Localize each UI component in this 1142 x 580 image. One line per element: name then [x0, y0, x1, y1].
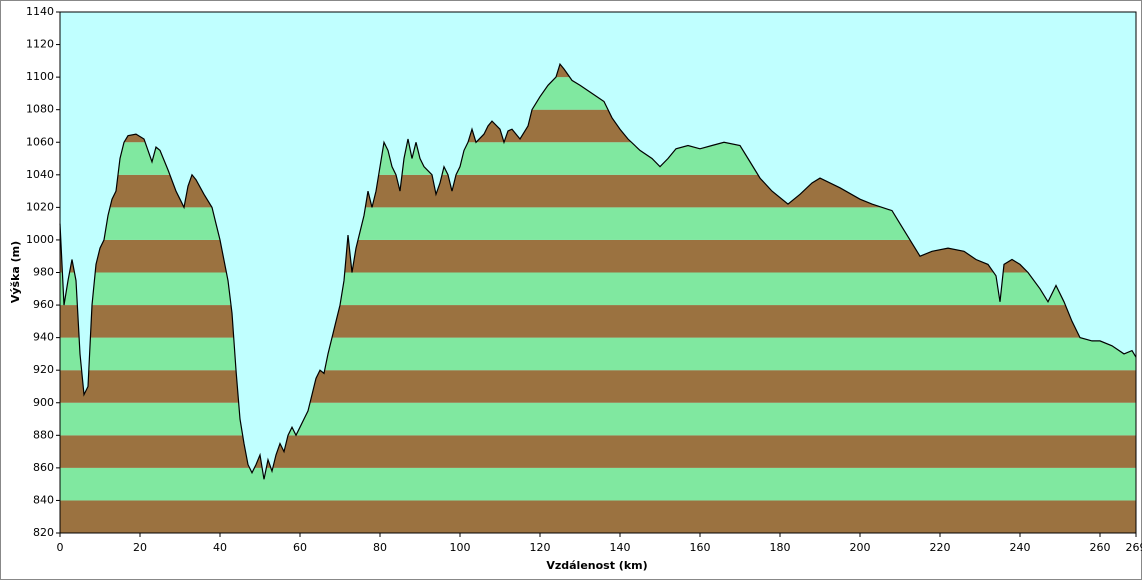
y-tick-label: 920 — [33, 363, 54, 376]
y-tick-label: 980 — [33, 266, 54, 279]
y-tick-label: 1060 — [26, 135, 54, 148]
x-tick-label: 40 — [213, 541, 227, 554]
y-tick-label: 960 — [33, 298, 54, 311]
y-tick-label: 880 — [33, 428, 54, 441]
y-tick-label: 840 — [33, 493, 54, 506]
y-tick-label: 940 — [33, 331, 54, 344]
elevation-band — [60, 305, 1136, 338]
x-tick-label: 0 — [57, 541, 64, 554]
x-tick-label: 100 — [450, 541, 471, 554]
y-tick-label: 820 — [33, 526, 54, 539]
x-axis-label: Vzdálenost (km) — [546, 559, 647, 572]
elevation-band — [60, 272, 1136, 306]
x-tick-label: 269 — [1126, 541, 1142, 554]
y-tick-label: 900 — [33, 396, 54, 409]
x-tick-label: 80 — [373, 541, 387, 554]
elevation-band — [60, 370, 1136, 403]
y-tick-label: 1020 — [26, 200, 54, 213]
y-tick-label: 1000 — [26, 233, 54, 246]
x-tick-label: 140 — [610, 541, 631, 554]
x-tick-label: 220 — [930, 541, 951, 554]
y-tick-label: 1100 — [26, 70, 54, 83]
x-tick-label: 120 — [530, 541, 551, 554]
y-tick-label: 1080 — [26, 103, 54, 116]
y-tick-label: 1120 — [26, 38, 54, 51]
elevation-band — [60, 337, 1136, 371]
x-tick-label: 240 — [1010, 541, 1031, 554]
elevation-band — [60, 435, 1136, 468]
y-axis-label: Výška (m) — [9, 241, 22, 303]
x-tick-label: 160 — [690, 541, 711, 554]
x-tick-label: 200 — [850, 541, 871, 554]
x-tick-label: 260 — [1090, 541, 1111, 554]
elevation-band — [60, 500, 1136, 533]
x-tick-label: 20 — [133, 541, 147, 554]
y-tick-label: 1040 — [26, 168, 54, 181]
y-tick-label: 1140 — [26, 5, 54, 18]
y-tick-label: 860 — [33, 461, 54, 474]
profile-line — [59, 62, 1137, 480]
x-tick-label: 60 — [293, 541, 307, 554]
x-tick-label: 180 — [770, 541, 791, 554]
elevation-band — [60, 402, 1136, 436]
elevation-band — [60, 467, 1136, 501]
